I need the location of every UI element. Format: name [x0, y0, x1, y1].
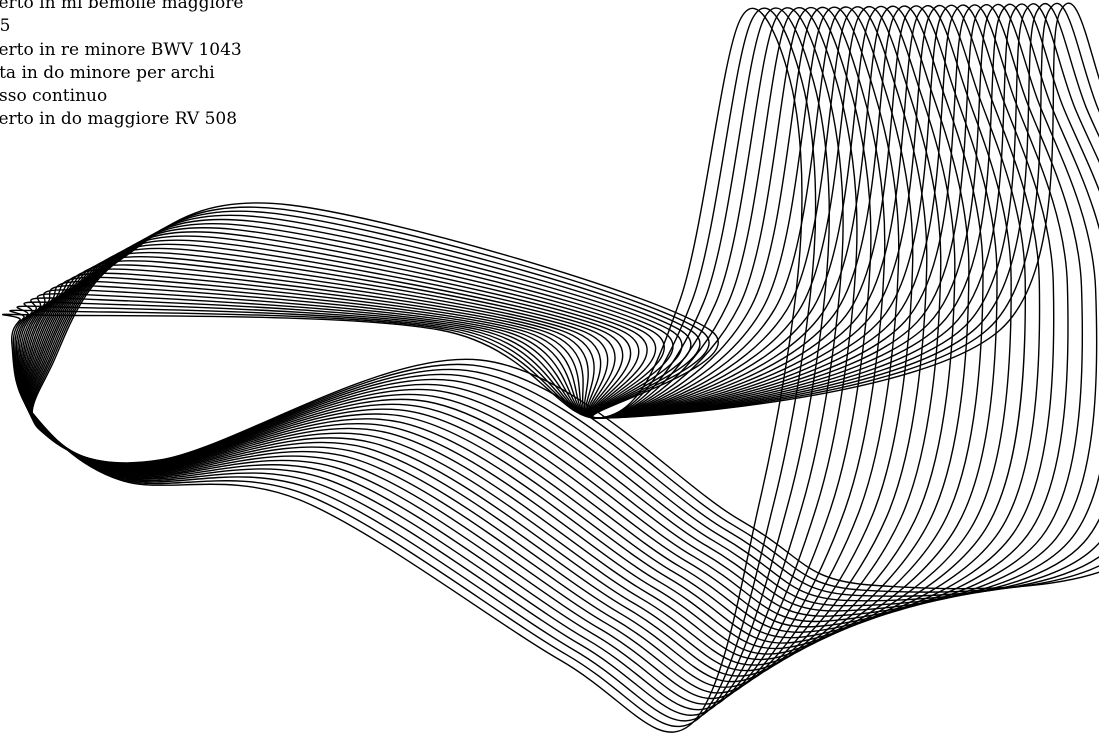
text-line: 515	[0, 16, 11, 37]
string-loop	[28, 3, 1099, 612]
string-loop	[21, 6, 942, 677]
string-loop	[26, 4, 1041, 639]
string-loop	[24, 5, 998, 655]
text-line: nata in do minore per archi	[0, 62, 215, 83]
string-loop	[27, 4, 1069, 628]
string-loop	[31, 2, 1099, 590]
string-loop	[19, 6, 900, 694]
text-line: ncerto in do maggiore RV 508	[0, 109, 238, 130]
string-loop	[30, 3, 1099, 597]
text-line: basso continuo	[0, 86, 108, 107]
string-loop	[19, 6, 914, 689]
string-loop	[26, 4, 1055, 634]
string-loop	[29, 3, 1099, 602]
string-loop	[18, 6, 886, 700]
text-line: ncerto in re minore BWV 1043	[0, 39, 242, 60]
string-loop	[14, 7, 830, 722]
string-loop	[29, 3, 1099, 607]
string-loop	[25, 5, 1027, 644]
string-loop	[27, 4, 1084, 623]
string-loop	[22, 6, 956, 672]
string-loop	[22, 5, 970, 666]
string-loop	[28, 4, 1098, 617]
string-loop	[24, 5, 1012, 650]
string-loop	[30, 2, 1099, 593]
text-line: ncerto in mi bemolle maggiore	[0, 0, 244, 13]
string-loop	[23, 5, 984, 661]
string-loop	[20, 6, 928, 683]
text-list: ncerto in mi bemolle maggiore 515 ncerto…	[0, 0, 243, 132]
